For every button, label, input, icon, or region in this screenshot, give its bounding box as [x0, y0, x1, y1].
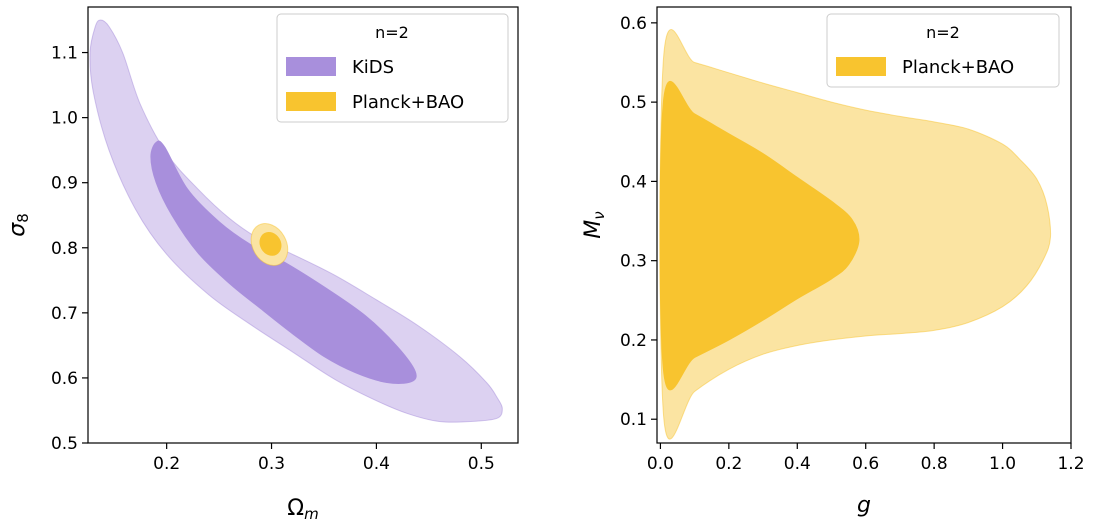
left-y-tick-label: 0.8 [51, 239, 78, 259]
right-plot-frame [656, 6, 1072, 444]
right-x-tick-label: 1.2 [1057, 454, 1084, 474]
right-x-tick-label: 0.0 [647, 454, 674, 474]
right-y-tick-label: 0.4 [620, 172, 647, 192]
right-y-tick-label: 0.1 [620, 410, 647, 430]
right-chart: 0.0 0.2 0.4 0.6 0.8 1.0 1.20.10.20.30.40.50.6 … [581, 6, 1085, 518]
legend-label-planck-right: Planck+BAO [902, 57, 1014, 78]
left-y-tick-label: 0.9 [51, 174, 78, 194]
right-x-tick-label: 0.8 [921, 454, 948, 474]
right-y-tick-label: 0.5 [620, 93, 647, 113]
right-x-tick-label: 1.0 [989, 454, 1016, 474]
right-planck-bao-contour-1sigma [659, 80, 860, 391]
left-y-axis-label: σ8 [5, 213, 32, 237]
left-y-tick-label: 0.7 [51, 304, 78, 324]
left-legend: n=2 KiDS Planck+BAO [276, 13, 509, 123]
legend-swatch-kids [286, 57, 336, 76]
right-legend: n=2 Planck+BAO [826, 13, 1060, 88]
right-y-tick-label: 0.6 [620, 14, 647, 34]
right-y-tick-label: 0.3 [620, 252, 647, 272]
right-legend-title: n=2 [926, 23, 960, 42]
left-x-axis-label: Ωm [287, 496, 318, 523]
left-y-tick-label: 1.1 [51, 44, 78, 64]
left-kids-contour-1sigma [150, 140, 417, 384]
legend-swatch-planck-right [836, 57, 886, 76]
left-y-tick-label: 0.6 [51, 369, 78, 389]
left-y-tick-label: 1.0 [51, 109, 78, 129]
legend-label-kids: KiDS [352, 57, 394, 78]
right-x-tick-label: 0.2 [715, 454, 742, 474]
left-kids-contour-2sigma [89, 19, 503, 423]
right-x-tick-label: 0.6 [852, 454, 879, 474]
legend-label-planck-left: Planck+BAO [352, 92, 464, 113]
left-y-tick-label: 0.5 [51, 434, 78, 454]
right-x-tick-label: 0.4 [784, 454, 811, 474]
left-x-tick-label: 0.4 [363, 454, 390, 474]
left-legend-title: n=2 [375, 23, 409, 42]
right-y-axis-label: Mν [581, 211, 608, 238]
left-x-tick-label: 0.3 [258, 454, 285, 474]
left-planck-bao-contour-1sigma [259, 231, 282, 256]
right-x-axis-label: g [857, 493, 871, 518]
left-plot-frame [87, 6, 519, 444]
right-y-tick-label: 0.2 [620, 331, 647, 351]
legend-swatch-planck-left [286, 92, 336, 111]
left-x-tick-label: 0.2 [153, 454, 180, 474]
left-x-tick-label: 0.5 [468, 454, 495, 474]
left-chart: 0.2 0.3 0.4 0.50.50.60.70.80.91.01.1 Ωm σ8 … [5, 6, 519, 523]
